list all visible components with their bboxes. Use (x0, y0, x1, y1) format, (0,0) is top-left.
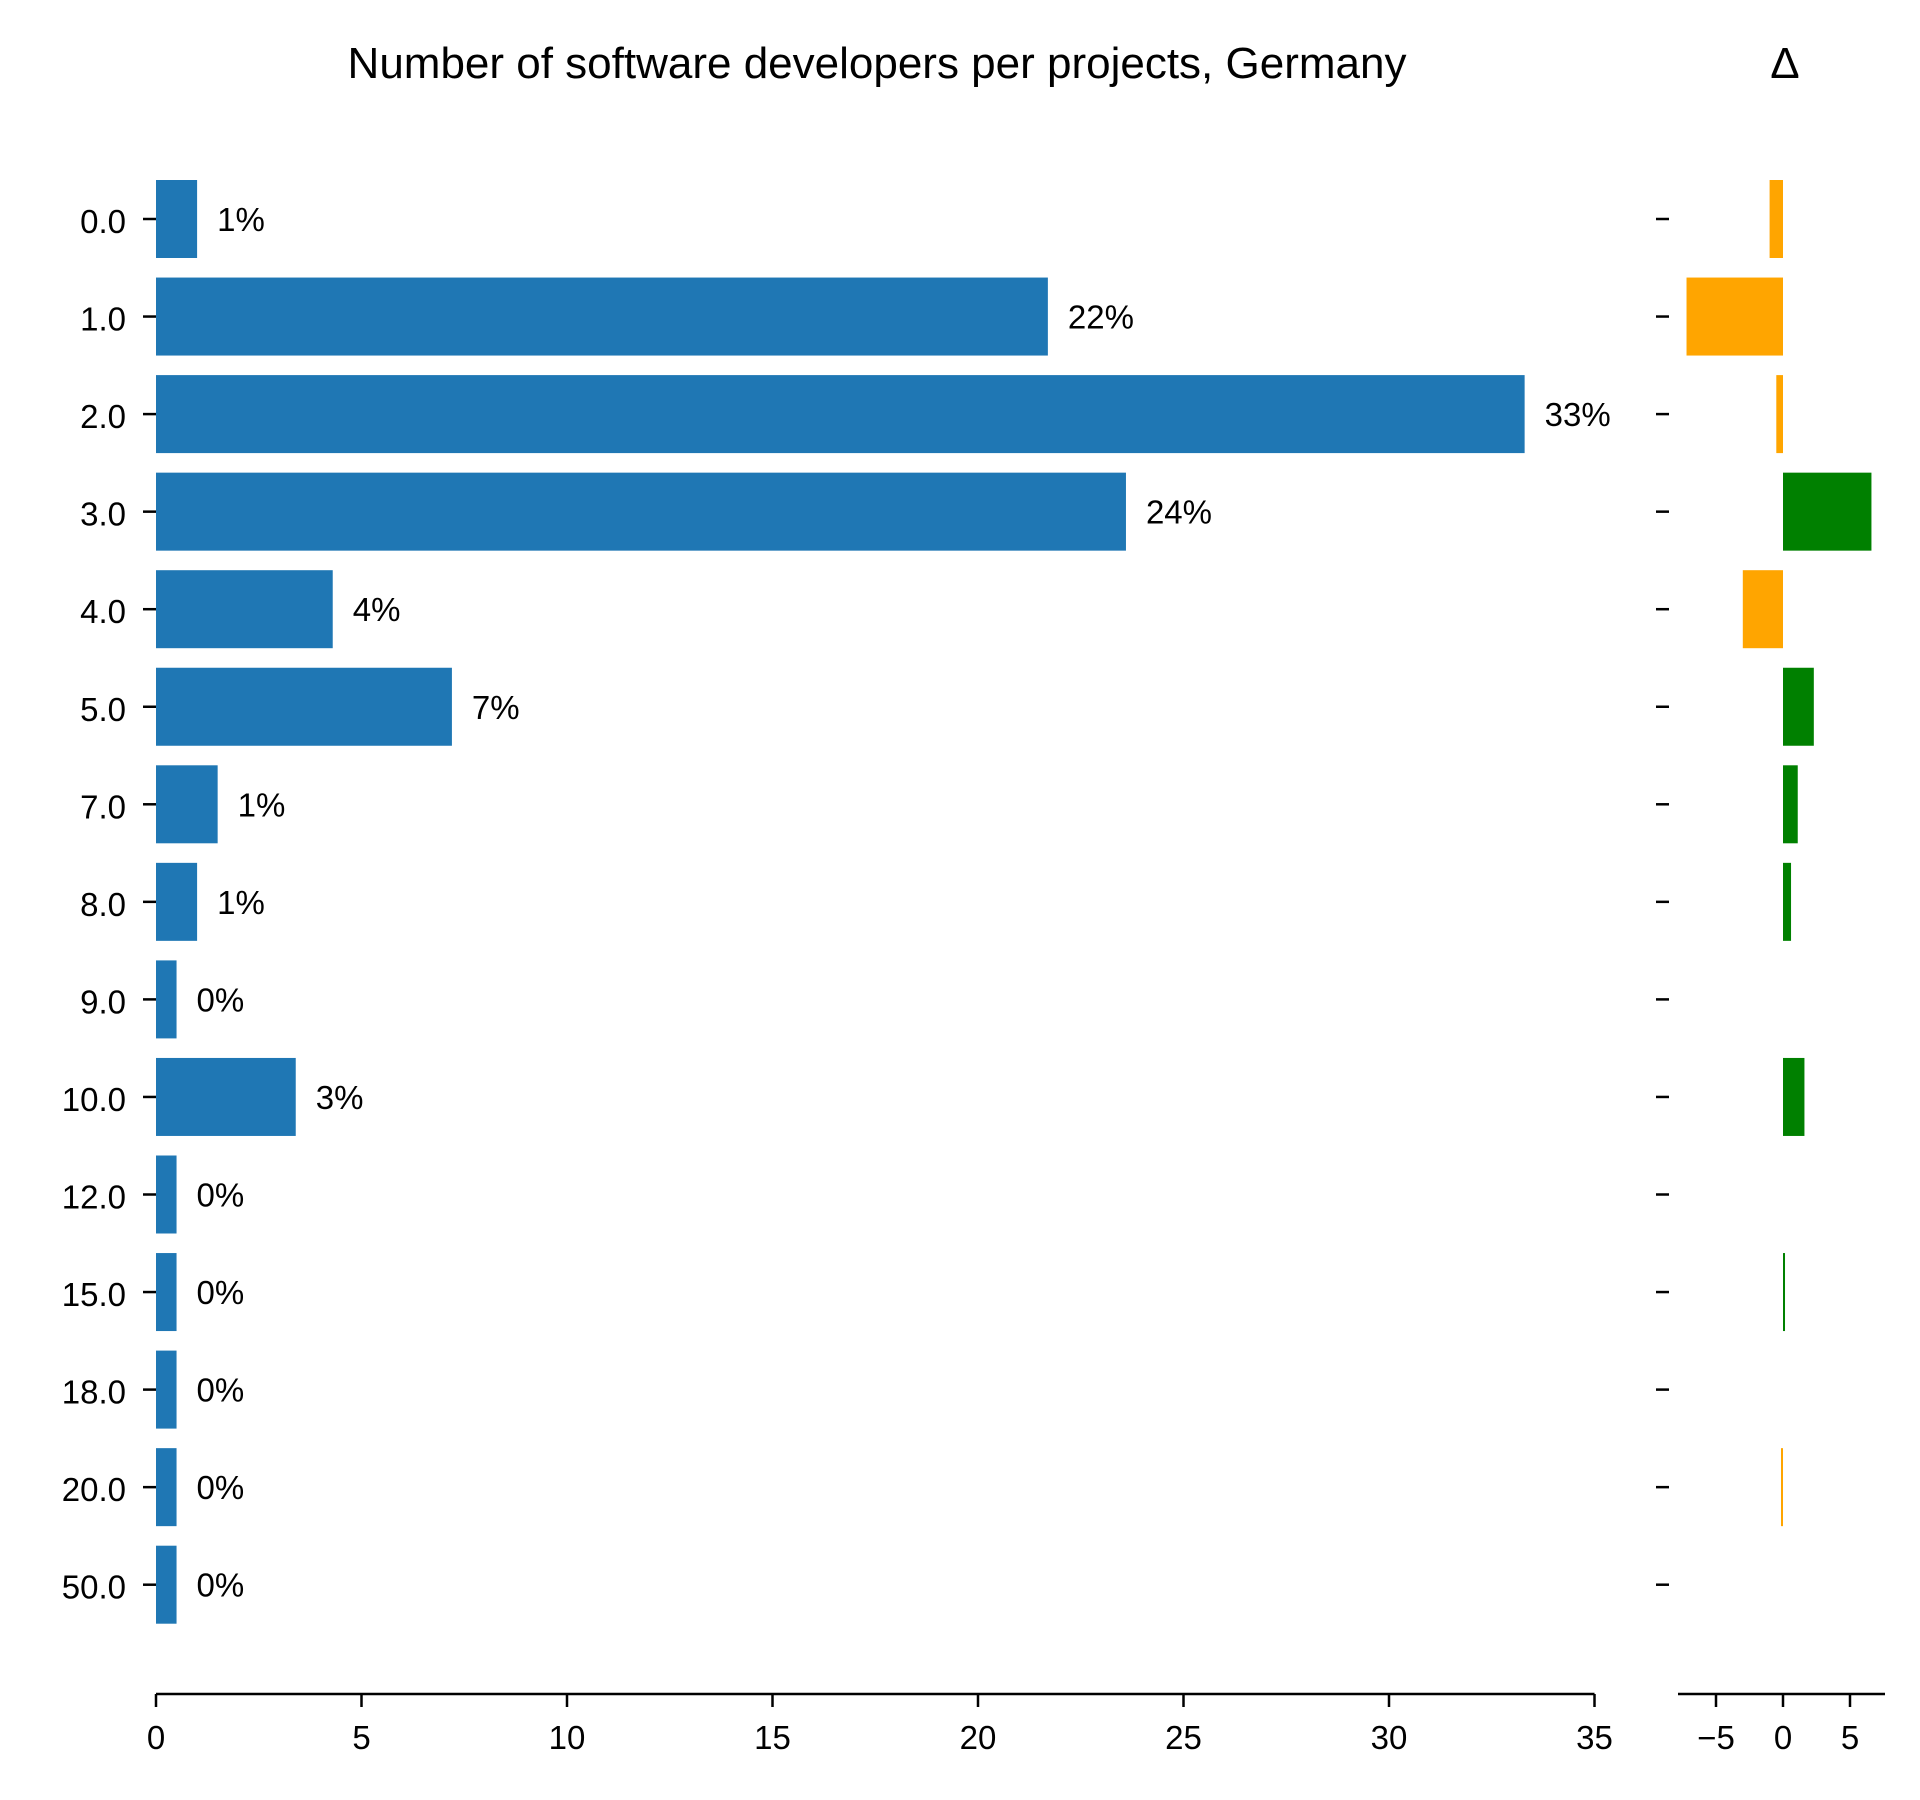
bar-50.0 (156, 1545, 177, 1624)
bar-20.0 (156, 1448, 177, 1527)
delta-bar-20.0 (1780, 1448, 1783, 1527)
y-tick-label: 0.0 (80, 203, 126, 240)
bar-value-label: 24% (1146, 494, 1212, 531)
bar-value-label: 0% (197, 1469, 245, 1506)
y-tick-label: 1.0 (80, 301, 126, 338)
bar-value-label: 3% (316, 1079, 364, 1116)
bar-value-label: 0% (197, 1567, 245, 1604)
bar-value-label: 22% (1068, 299, 1134, 336)
delta-x-tick-label: 5 (1841, 1719, 1859, 1756)
x-tick-label: 10 (549, 1719, 586, 1756)
bar-9.0 (156, 960, 177, 1039)
delta-chart-title: Δ (1770, 39, 1799, 88)
bar-2.0 (156, 375, 1525, 454)
bar-4.0 (156, 570, 333, 649)
y-tick-label: 5.0 (80, 691, 126, 728)
main-bar-panel: 0.0 1% 1.0 22% 2.0 33% 3.0 24% 4.0 4% 5.0 7% 7.0 1% 8.… (62, 180, 1613, 1756)
delta-bar-4.0 (1742, 570, 1783, 649)
y-tick-label: 12.0 (62, 1179, 126, 1216)
x-tick-label: 35 (1576, 1719, 1613, 1756)
bar-value-label: 33% (1545, 396, 1611, 433)
bar-value-label: 0% (197, 1274, 245, 1311)
y-tick-label: 2.0 (80, 398, 126, 435)
delta-bar-panel: −5 0 5 (1656, 180, 1885, 1756)
bar-18.0 (156, 1350, 177, 1429)
y-tick-label: 8.0 (80, 886, 126, 923)
delta-bar-15.0 (1783, 1253, 1786, 1332)
delta-bar-0.0 (1769, 180, 1783, 258)
bar-value-label: 0% (197, 1177, 245, 1214)
y-tick-label: 18.0 (62, 1374, 126, 1411)
bar-8.0 (156, 862, 198, 941)
y-tick-label: 15.0 (62, 1276, 126, 1313)
x-tick-label: 30 (1371, 1719, 1408, 1756)
delta-bar-10.0 (1783, 1057, 1805, 1136)
x-tick-label: 20 (960, 1719, 997, 1756)
x-tick-label: 5 (352, 1719, 370, 1756)
y-tick-label: 50.0 (62, 1569, 126, 1606)
y-tick-label: 9.0 (80, 983, 126, 1020)
delta-x-tick-label: 0 (1774, 1719, 1792, 1756)
bar-10.0 (156, 1057, 296, 1136)
delta-bar-1.0 (1686, 277, 1783, 356)
bar-value-label: 1% (217, 884, 265, 921)
bar-value-label: 7% (472, 689, 520, 726)
x-tick-label: 0 (147, 1719, 165, 1756)
delta-bar-5.0 (1783, 667, 1814, 746)
x-tick-label: 15 (754, 1719, 791, 1756)
delta-x-tick-label: −5 (1697, 1719, 1735, 1756)
bar-value-label: 4% (353, 591, 401, 628)
delta-bar-8.0 (1783, 862, 1792, 941)
y-tick-label: 10.0 (62, 1081, 126, 1118)
delta-bar-2.0 (1776, 375, 1783, 454)
bar-value-label: 0% (197, 981, 245, 1018)
delta-bar-3.0 (1783, 472, 1872, 551)
bar-1.0 (156, 277, 1048, 356)
bar-value-label: 1% (238, 786, 286, 823)
y-tick-label: 7.0 (80, 788, 126, 825)
bar-5.0 (156, 667, 452, 746)
bar-0.0 (156, 180, 198, 258)
bar-15.0 (156, 1253, 177, 1332)
y-tick-label: 4.0 (80, 593, 126, 630)
chart-title: Number of software developers per projec… (348, 39, 1407, 88)
x-tick-label: 25 (1165, 1719, 1202, 1756)
bar-value-label: 0% (197, 1372, 245, 1409)
bar-7.0 (156, 765, 218, 844)
y-tick-label: 3.0 (80, 496, 126, 533)
bar-3.0 (156, 472, 1126, 551)
bar-value-label: 1% (217, 201, 265, 238)
bar-12.0 (156, 1155, 177, 1234)
y-tick-label: 20.0 (62, 1471, 126, 1508)
delta-bar-7.0 (1783, 765, 1798, 844)
